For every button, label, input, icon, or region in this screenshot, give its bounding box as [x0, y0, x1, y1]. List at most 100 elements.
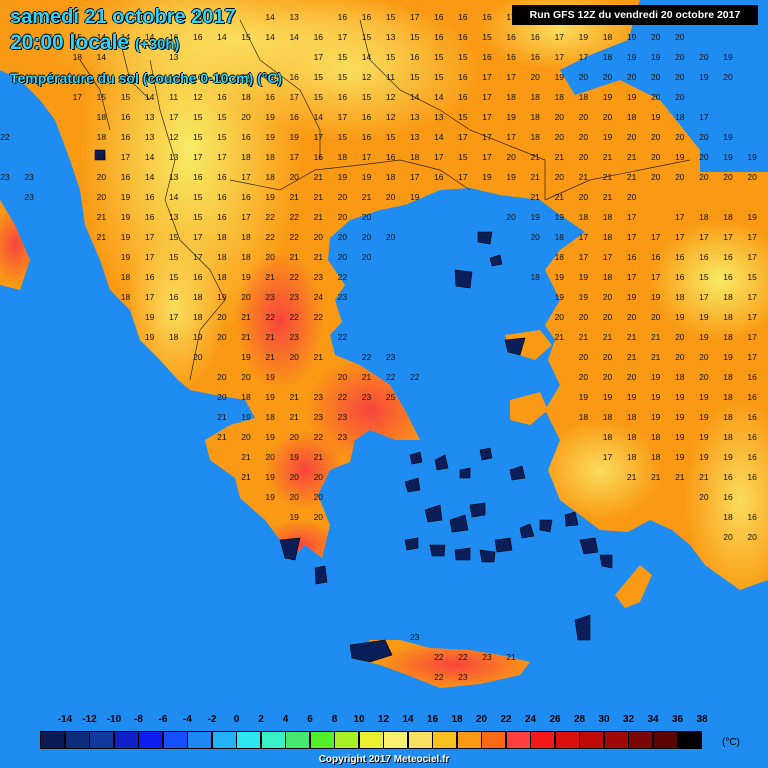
temperature-value: 17 — [169, 112, 179, 122]
legend-swatch — [236, 731, 261, 749]
temperature-value: 17 — [145, 232, 155, 242]
temperature-value: 17 — [627, 212, 637, 222]
temperature-value: 21 — [97, 212, 107, 222]
temperature-value: 19 — [265, 492, 275, 502]
temperature-value: 21 — [362, 372, 372, 382]
temperature-labels: 14 14 15 14 13 16 16 15 17 16 16 16 17 17 18 16 18 17 14 15… — [0, 12, 757, 682]
temperature-value: 14 — [145, 92, 155, 102]
temperature-value: 21 — [289, 392, 299, 402]
temperature-value: 21 — [217, 432, 227, 442]
temperature-value: 21 — [555, 152, 565, 162]
temperature-value: 16 — [193, 32, 203, 42]
legend-tick-label: -2 — [207, 714, 217, 725]
temperature-value: 22 — [265, 232, 275, 242]
temperature-value: 25 — [386, 392, 396, 402]
temperature-value: 20 — [289, 472, 299, 482]
temperature-value: 20 — [579, 312, 589, 322]
temperature-value: 18 — [627, 112, 637, 122]
temperature-value: 16 — [482, 52, 492, 62]
legend-tick-label: -8 — [134, 714, 143, 725]
temperature-value: 19 — [699, 452, 709, 462]
legend-swatch — [285, 731, 310, 749]
temperature-value: 21 — [555, 192, 565, 202]
temperature-value: 21 — [314, 452, 324, 462]
temperature-value: 18 — [410, 152, 420, 162]
temperature-value: 16 — [362, 112, 372, 122]
temperature-value: 16 — [145, 272, 155, 282]
temperature-value: 14 — [97, 32, 107, 42]
temperature-value: 15 — [386, 52, 396, 62]
temperature-value: 18 — [579, 92, 589, 102]
temperature-value: 21 — [289, 412, 299, 422]
temperature-value: 21 — [651, 332, 661, 342]
temperature-value: 19 — [723, 132, 733, 142]
temperature-value: 21 — [627, 352, 637, 362]
temperature-value: 20 — [241, 372, 251, 382]
legend-swatch — [138, 731, 163, 749]
temperature-value: 16 — [747, 512, 757, 522]
temperature-value: 19 — [699, 432, 709, 442]
temperature-value: 22 — [314, 432, 324, 442]
temperature-value: 21 — [627, 152, 637, 162]
temperature-value: 14 — [265, 72, 275, 82]
temperature-value: 19 — [627, 52, 637, 62]
temperature-value: 18 — [241, 252, 251, 262]
temperature-value: 21 — [289, 252, 299, 262]
temperature-value: 13 — [289, 12, 299, 22]
temperature-value: 16 — [410, 52, 420, 62]
temperature-value: 20 — [338, 212, 348, 222]
temperature-value: 19 — [121, 252, 131, 262]
temperature-value: 21 — [699, 472, 709, 482]
temperature-value: 17 — [675, 212, 685, 222]
temperature-value: 21 — [579, 332, 589, 342]
temperature-value: 16 — [121, 112, 131, 122]
temperature-value: 18 — [723, 312, 733, 322]
temperature-value: 18 — [241, 232, 251, 242]
temperature-value: 15 — [434, 72, 444, 82]
temperature-value: 20 — [338, 372, 348, 382]
temperature-value: 18 — [97, 132, 107, 142]
temperature-value: 14 — [121, 32, 131, 42]
temperature-value: 20 — [193, 352, 203, 362]
temperature-value: 20 — [603, 372, 613, 382]
temperature-value: 20 — [675, 32, 685, 42]
legend-swatch — [628, 731, 653, 749]
temperature-value: 20 — [289, 172, 299, 182]
temperature-value: 19 — [265, 132, 275, 142]
temperature-value: 15 — [410, 32, 420, 42]
temperature-value: 18 — [265, 412, 275, 422]
temperature-value: 18 — [603, 52, 613, 62]
temperature-value: 18 — [555, 232, 565, 242]
legend-tick-label: 20 — [475, 714, 488, 725]
temperature-value: 14 — [289, 32, 299, 42]
temperature-value: 15 — [338, 72, 348, 82]
temperature-value: 19 — [579, 292, 589, 302]
legend-swatch — [652, 731, 678, 749]
temperature-value: 16 — [338, 92, 348, 102]
temperature-value: 14 — [145, 172, 155, 182]
temperature-value: 13 — [169, 52, 179, 62]
temperature-value: 22 — [338, 272, 348, 282]
temperature-value: 16 — [289, 72, 299, 82]
temperature-value: 17 — [699, 232, 709, 242]
temperature-value: 19 — [675, 452, 685, 462]
temperature-value: 19 — [121, 192, 131, 202]
legend-swatch — [211, 731, 237, 749]
temperature-value: 23 — [458, 672, 468, 682]
temperature-value: 21 — [530, 152, 540, 162]
temperature-value: 17 — [747, 252, 757, 262]
temperature-value: 17 — [699, 112, 709, 122]
temperature-value: 17 — [434, 152, 444, 162]
temperature-value: 19 — [121, 232, 131, 242]
temperature-value: 18 — [193, 292, 203, 302]
temperature-value: 15 — [386, 132, 396, 142]
temperature-value: 16 — [723, 472, 733, 482]
temperature-value: 15 — [434, 52, 444, 62]
temperature-value: 13 — [169, 212, 179, 222]
temperature-value: 16 — [193, 172, 203, 182]
temperature-value: 17 — [482, 112, 492, 122]
temperature-value: 21 — [627, 332, 637, 342]
temperature-value: 13 — [145, 132, 155, 142]
temperature-value: 18 — [265, 152, 275, 162]
legend-tick-label: 26 — [549, 714, 561, 725]
